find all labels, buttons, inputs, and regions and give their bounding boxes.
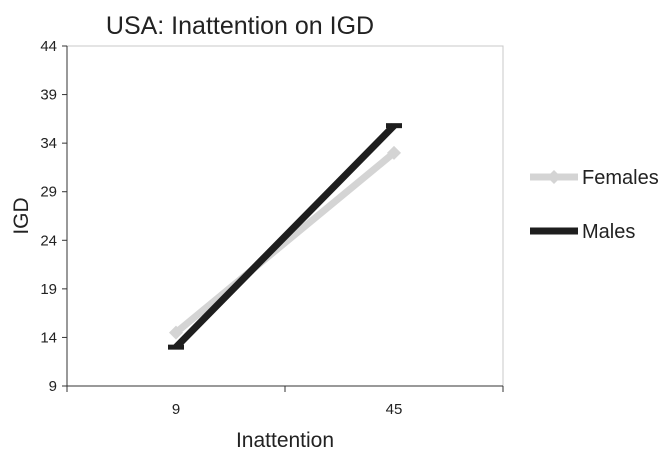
y-tick-label: 44 (40, 38, 57, 55)
y-tick-label: 9 (49, 378, 57, 395)
chart-title: USA: Inattention on IGD (106, 12, 374, 40)
series-males (168, 123, 402, 350)
plot-area-border (66, 45, 504, 387)
y-tick-label: 19 (40, 281, 57, 298)
legend-item-females: Females (530, 167, 659, 189)
legend-label: Males (582, 221, 635, 243)
y-axis-label: IGD (10, 197, 33, 234)
y-tick-label: 39 (40, 87, 57, 104)
legend-marker (547, 170, 561, 184)
series-layer (168, 123, 402, 350)
x-tick-label: 45 (386, 401, 403, 418)
y-tick-label: 34 (40, 135, 57, 152)
y-tick-label: 14 (40, 329, 57, 346)
legend-item-males: Males (530, 221, 635, 243)
legend-label: Females (582, 167, 659, 189)
series-line (173, 123, 397, 350)
legend: Females Males (530, 167, 659, 243)
y-ticks: 9 14 19 24 29 34 39 44 (40, 38, 67, 395)
x-tick-label: 9 (172, 401, 180, 418)
data-point (387, 145, 401, 160)
x-ticks: 9 45 (66, 386, 504, 418)
x-axis-label: Inattention (236, 429, 334, 449)
series-females (169, 145, 401, 340)
data-point (169, 325, 183, 340)
y-tick-label: 29 (40, 184, 57, 201)
y-tick-label: 24 (40, 232, 57, 249)
series-line (173, 150, 397, 336)
